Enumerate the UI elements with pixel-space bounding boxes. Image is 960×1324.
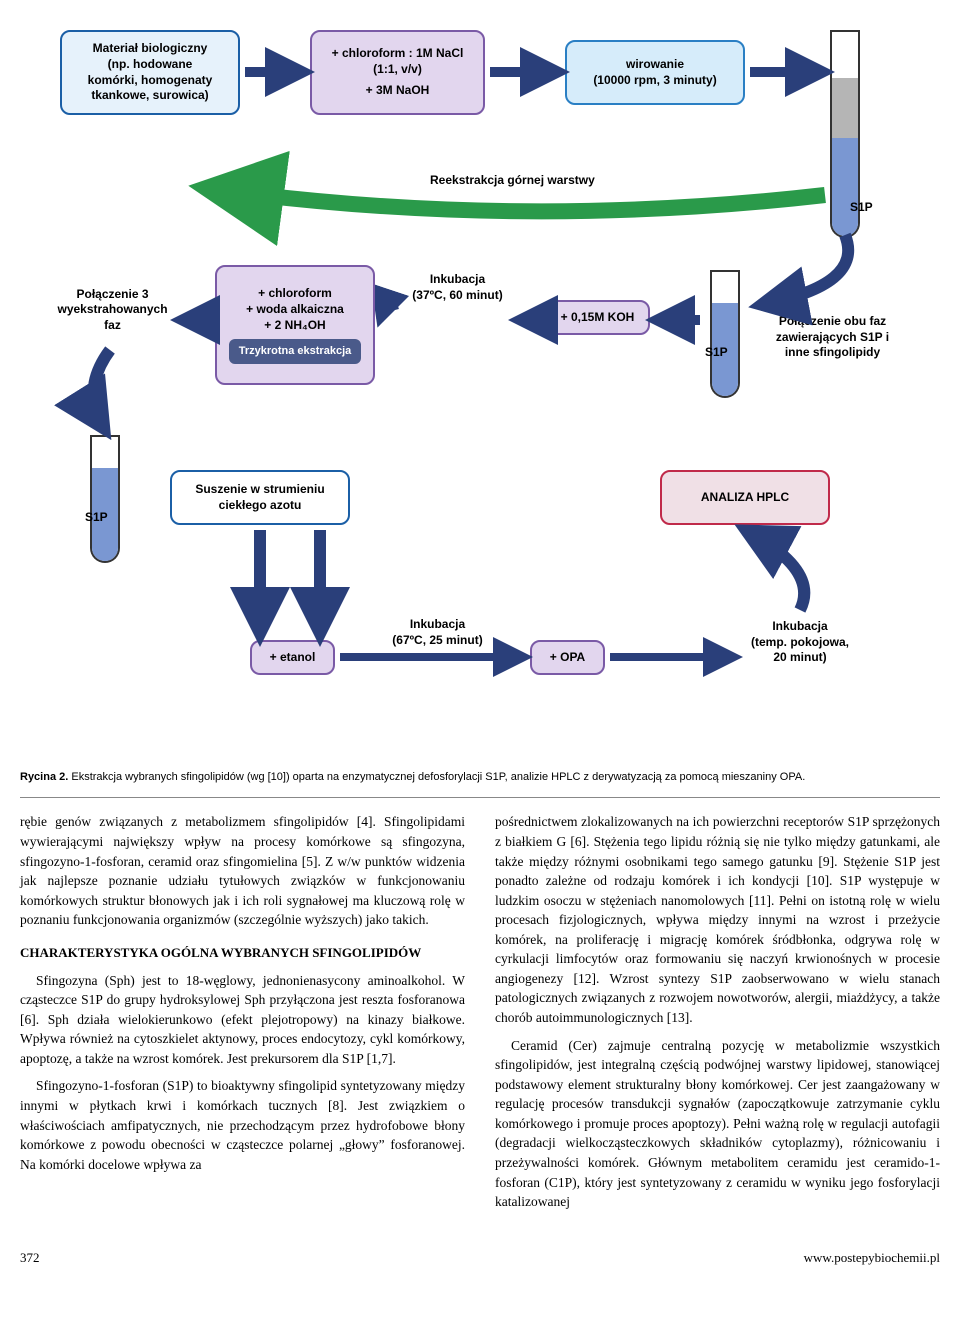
- arrow-6: [94, 350, 110, 430]
- paragraph: Ceramid (Cer) zajmuje centralną pozycję …: [495, 1036, 940, 1212]
- arrows: [20, 20, 920, 760]
- paragraph: Sfingozyno-1-fosforan (S1P) to bioaktywn…: [20, 1076, 465, 1174]
- footer-url: www.postepybiochemii.pl: [804, 1250, 940, 1266]
- divider: [20, 797, 940, 798]
- paragraph: rębie genów związanych z metabolizmem sf…: [20, 812, 465, 929]
- arrow-12: [760, 235, 848, 305]
- column-right: pośrednictwem zlokalizowanych na ich pow…: [495, 812, 940, 1219]
- paragraph: CHARAKTERYSTYKA OGÓLNA WYBRANYCH SFINGOL…: [20, 944, 465, 963]
- paragraph: Sfingozyna (Sph) jest to 18-węglowy, jed…: [20, 971, 465, 1069]
- caption-label: Rycina 2.: [20, 771, 68, 783]
- page-number: 372: [20, 1250, 40, 1266]
- caption-text: Ekstrakcja wybranych sfingolipidów (wg […: [71, 771, 805, 783]
- figure-caption: Rycina 2. Ekstrakcja wybranych sfingolip…: [20, 770, 940, 785]
- paragraph: pośrednictwem zlokalizowanych na ich pow…: [495, 812, 940, 1027]
- body-text: rębie genów związanych z metabolizmem sf…: [20, 812, 940, 1219]
- page-footer: 372 www.postepybiochemii.pl: [20, 1250, 940, 1266]
- flowchart: Reekstrakcja górnej warstwy Materiał bio…: [20, 20, 920, 760]
- column-left: rębie genów związanych z metabolizmem sf…: [20, 812, 465, 1219]
- arrow-11: [745, 530, 804, 610]
